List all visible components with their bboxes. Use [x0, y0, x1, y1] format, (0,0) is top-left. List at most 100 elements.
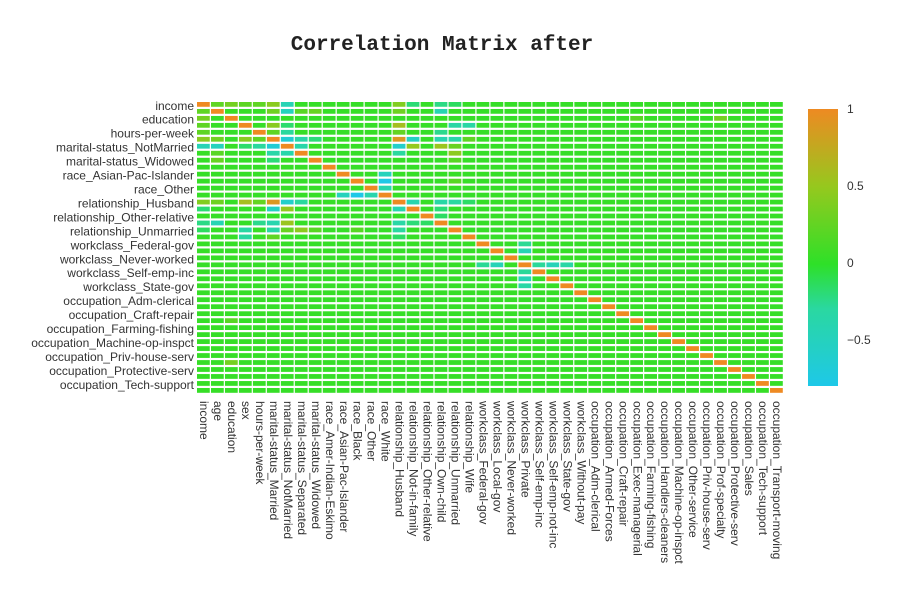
heatmap-cell [336, 171, 350, 177]
heatmap-cell [210, 255, 224, 261]
heatmap-cell [742, 171, 755, 177]
heatmap-cell [197, 192, 210, 198]
heatmap-cell [602, 164, 616, 170]
heatmap-cell [294, 178, 308, 184]
heatmap-cell [476, 276, 490, 282]
heatmap-cell [406, 318, 420, 324]
heatmap-cell [294, 388, 308, 393]
heatmap-cell [210, 297, 224, 303]
heatmap-cell [602, 276, 616, 282]
x-tick-label: age [211, 401, 225, 421]
heatmap-cell [602, 325, 616, 331]
heatmap-cell [448, 332, 462, 337]
heatmap-cell [350, 220, 364, 226]
heatmap-cell [308, 381, 322, 386]
heatmap-cell [518, 332, 532, 337]
heatmap-cell [336, 325, 350, 331]
heatmap-cell [322, 108, 336, 114]
heatmap-cell [462, 213, 476, 219]
heatmap-cell [322, 185, 336, 191]
heatmap-cell [686, 367, 699, 372]
heatmap-cell [728, 185, 741, 191]
heatmap-cell [308, 276, 322, 282]
heatmap-cell [364, 339, 378, 344]
heatmap-cell [700, 367, 713, 372]
heatmap-cell [490, 150, 504, 156]
heatmap-cell [700, 122, 713, 128]
heatmap-cell [756, 241, 769, 247]
heatmap-cell [336, 311, 350, 317]
heatmap-cell [350, 164, 364, 170]
heatmap-cell [266, 346, 280, 351]
heatmap-cell [686, 290, 699, 296]
heatmap-cell [756, 360, 769, 365]
heatmap-cell [504, 157, 518, 163]
heatmap-cell [728, 157, 741, 163]
heatmap-cell [197, 311, 210, 317]
heatmap-cell [490, 346, 504, 351]
heatmap-cell [197, 353, 210, 358]
heatmap-cell [266, 248, 280, 254]
heatmap-cell [448, 304, 462, 310]
x-tick-label: workclass_Never-worked [504, 400, 518, 535]
heatmap-cell [280, 325, 294, 331]
heatmap-cell [364, 129, 378, 135]
heatmap-cell [504, 143, 518, 149]
heatmap-cell [644, 213, 658, 219]
heatmap-cell [294, 115, 308, 121]
heatmap-cell [756, 318, 769, 324]
heatmap-cell [714, 269, 727, 275]
heatmap-cell [686, 262, 699, 268]
heatmap-cell [210, 150, 224, 156]
heatmap-cell [280, 290, 294, 296]
heatmap-cell [644, 227, 658, 233]
heatmap-cell [742, 276, 755, 282]
heatmap-cell [322, 255, 336, 261]
heatmap-cell [504, 311, 518, 317]
heatmap-cell [630, 297, 644, 303]
heatmap-cell [588, 241, 602, 247]
heatmap-cell [630, 241, 644, 247]
heatmap-cell [392, 262, 406, 268]
heatmap-cell [462, 102, 476, 107]
heatmap-cell [266, 143, 280, 149]
heatmap-cell [770, 220, 783, 226]
heatmap-cell [770, 143, 783, 149]
heatmap-cell [266, 325, 280, 331]
heatmap-cell [252, 367, 266, 372]
heatmap-cell [630, 325, 644, 331]
heatmap-cell [686, 269, 699, 275]
heatmap-cell [406, 339, 420, 344]
heatmap-cell [210, 360, 224, 365]
heatmap-cell [490, 283, 504, 289]
heatmap-cell [476, 157, 490, 163]
heatmap-cell [392, 178, 406, 184]
heatmap-cell [588, 157, 602, 163]
heatmap-cell [770, 192, 783, 198]
heatmap-cell [490, 206, 504, 212]
heatmap-cell [350, 122, 364, 128]
heatmap-cell [197, 227, 210, 233]
heatmap-cell [560, 143, 574, 149]
heatmap-cell [672, 283, 685, 289]
heatmap-cell [280, 241, 294, 247]
heatmap-cell [378, 318, 392, 324]
heatmap-cell [630, 360, 644, 365]
heatmap-cell [392, 213, 406, 219]
heatmap-cell [630, 353, 644, 358]
heatmap-cell [686, 381, 699, 386]
heatmap-cell [308, 143, 322, 149]
heatmap-cell [546, 353, 560, 358]
heatmap-cell [224, 115, 238, 121]
heatmap-cell [602, 339, 616, 344]
heatmap-cell [378, 157, 392, 163]
heatmap-cell [308, 178, 322, 184]
heatmap-cell [714, 171, 727, 177]
heatmap-cell [490, 192, 504, 198]
heatmap-cell [770, 304, 783, 310]
heatmap-cell [350, 213, 364, 219]
heatmap-cell [448, 290, 462, 296]
heatmap-cell [728, 213, 741, 219]
heatmap-cell [644, 143, 658, 149]
heatmap-cell [462, 360, 476, 365]
